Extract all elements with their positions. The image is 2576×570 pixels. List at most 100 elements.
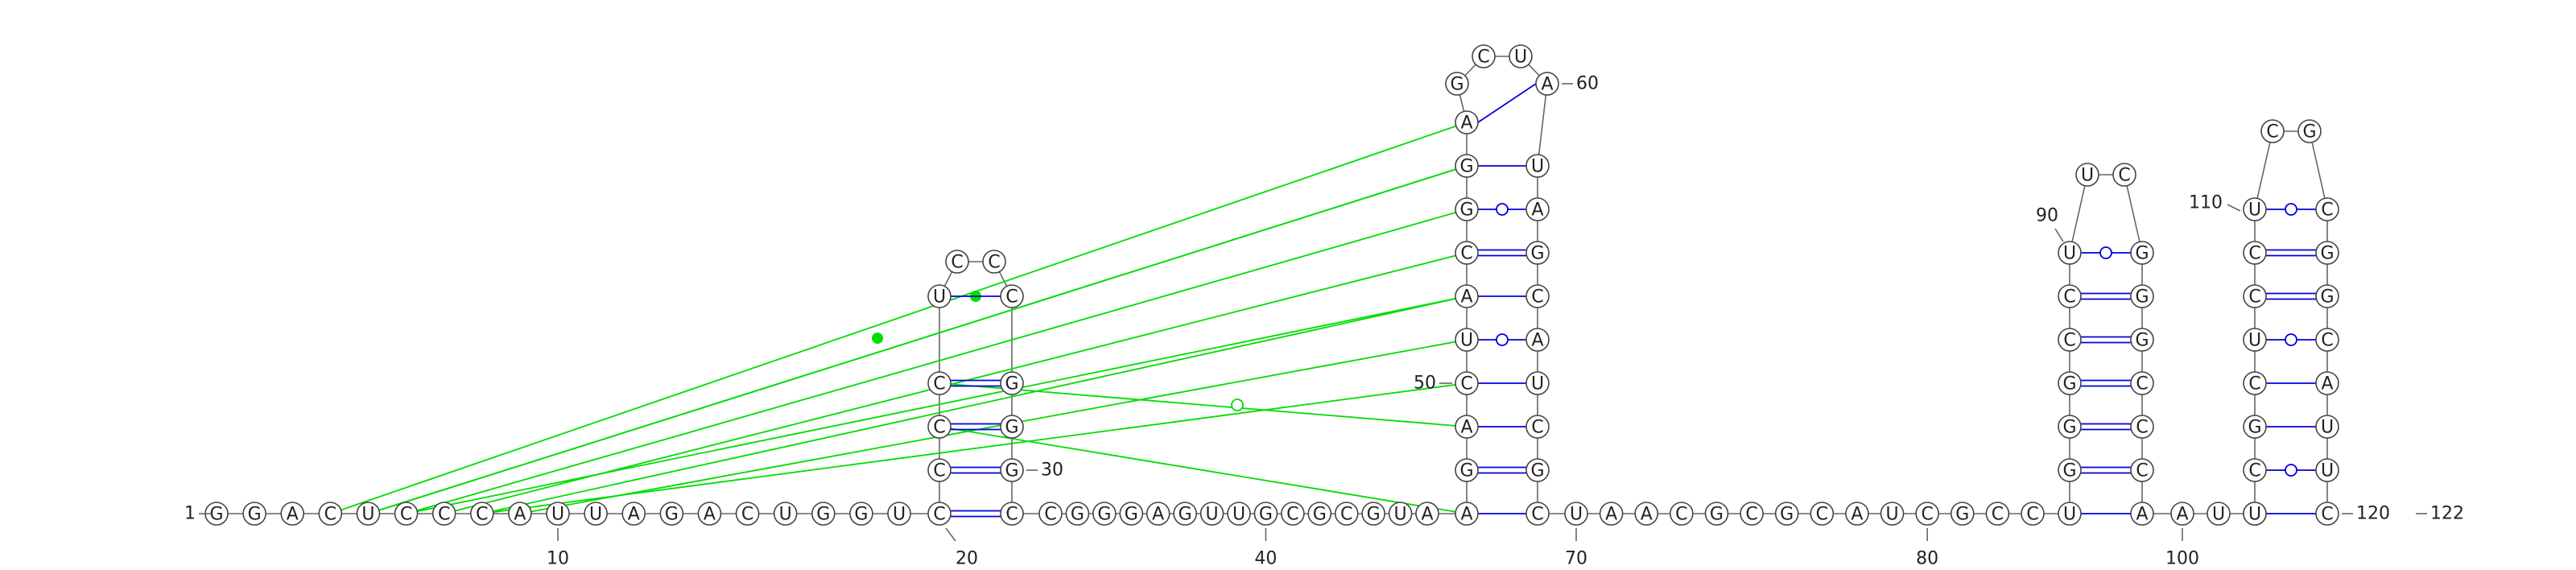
backbone-segment [2124,174,2143,254]
nucleotide-circle [1065,502,1090,526]
nucleotide-circle [927,502,952,526]
nucleotide-circle [659,502,684,526]
nucleotide-circle [1599,502,1624,526]
nucleotide-circle [318,502,343,526]
nucleotide-letter: C [2118,166,2130,186]
nucleotide-circle [2075,163,2099,187]
nucleotide: A [1634,502,1659,526]
nucleotide-circle [356,502,381,526]
nucleotide: U [1388,502,1413,526]
nucleotide-circle [1525,154,1550,178]
numbering-label: 120 [2356,504,2390,524]
nucleotide: C [2130,371,2154,395]
nucleotide: U [2207,502,2231,526]
nucleotide-circle [2243,458,2267,482]
nucleotide-letter: U [1232,505,1245,525]
backbone-segment [2254,130,2273,210]
nucleotide: G [1455,458,1479,482]
nucleotide-circle [1000,502,1024,526]
nucleotide-circle [2243,328,2267,352]
nucleotide-circle [2297,119,2322,143]
nucleotide: U [1227,502,1251,526]
nucleotide: C [2130,415,2154,439]
nucleotide-circle [1455,197,1479,221]
nucleotide: C [2243,458,2267,482]
nucleotide: C [927,415,952,439]
nucleotide-letter: C [933,505,945,525]
nucleotide-circle [1704,502,1729,526]
nucleotide: G [659,502,684,526]
nucleotide-circle [2315,371,2339,395]
nucleotide-circle [2130,371,2154,395]
nucleotide-letter: C [933,461,945,481]
nucleotide-circle [2058,458,2082,482]
pseudoknot-dot [872,332,883,344]
nucleotide: C [2260,119,2285,143]
nucleotide-circle [2170,502,2194,526]
nucleotide-letter: G [2320,287,2334,308]
backbone-layer [217,56,2328,514]
nucleotide-letter: C [1005,287,1018,308]
nucleotide-letter: U [551,505,564,525]
nucleotide: C [318,502,343,526]
nucleotide: A [2315,371,2339,395]
nucleotide: C [927,458,952,482]
nucleotide-circle [2315,328,2339,352]
nucleotide: U [1525,371,1550,395]
nucleotide-letter: C [2248,244,2260,264]
nucleotide: A [280,502,305,526]
nucleotide: A [1845,502,1869,526]
nucleotide-circle [1455,241,1479,265]
nucleotide-letter: C [951,253,963,273]
nucleotide-letter: C [2136,418,2148,438]
nucleotide-letter: U [1460,331,1473,351]
nucleotide-circle [1670,502,1694,526]
base-pair-line [1477,83,1537,123]
nucleotide-letter: C [2321,505,2333,525]
nucleotide-letter: C [1745,505,1757,525]
nucleotide-letter: G [2135,244,2149,264]
nucleotide: C [2243,241,2267,265]
nucleotide-circle [2058,502,2082,526]
nucleotide-letter: U [361,505,374,525]
numbering-label: 90 [2036,206,2058,226]
nucleotide-letter: U [1570,505,1583,525]
nucleotide: G [2130,328,2154,352]
numbering-label: 50 [1414,374,1436,394]
nucleotide-circle [2243,241,2267,265]
nucleotide: G [1119,502,1144,526]
nucleotide-circle [2315,458,2339,482]
nucleotide: C [1281,502,1305,526]
numbering-label: 80 [1916,549,1938,569]
nucleotide: U [2058,502,2082,526]
nucleotide-circle [2058,328,2082,352]
nucleotide-letter: G [1005,461,1018,481]
nucleotide-letter: G [816,505,830,525]
nucleotide-circle [2058,284,2082,308]
nucleotide-letter: U [1885,505,1898,525]
nucleotide: U [927,284,952,308]
nucleotide-letter: C [2248,461,2260,481]
nucleotide-circle [2130,284,2154,308]
nucleotide-circle [584,502,608,526]
nucleotide: G [849,502,873,526]
nucleotide-circle [1199,502,1224,526]
nucleotide: G [1000,415,1024,439]
nucleotide-letter: A [1460,114,1472,134]
nucleotide: U [2243,197,2267,221]
nucleotide-letter: C [2266,122,2278,142]
nucleotide-letter: C [1477,48,1489,68]
wobble-pair-marker [2285,464,2297,477]
nucleotide-letter: G [2248,418,2261,438]
nucleotide: G [1950,502,1975,526]
nucleotide-letter: A [1460,418,1472,438]
nucleotide: A [2170,502,2194,526]
nucleotide-circle [1455,284,1479,308]
nucleotide-letter: C [1460,374,1472,394]
nucleotide-circle [1361,502,1385,526]
nucleotide: A [2130,502,2154,526]
nucleotide: G [1455,197,1479,221]
nucleotide: A [1415,502,1439,526]
nucleotide-letter: G [1780,505,1794,525]
nucleotide-circle [1525,502,1550,526]
